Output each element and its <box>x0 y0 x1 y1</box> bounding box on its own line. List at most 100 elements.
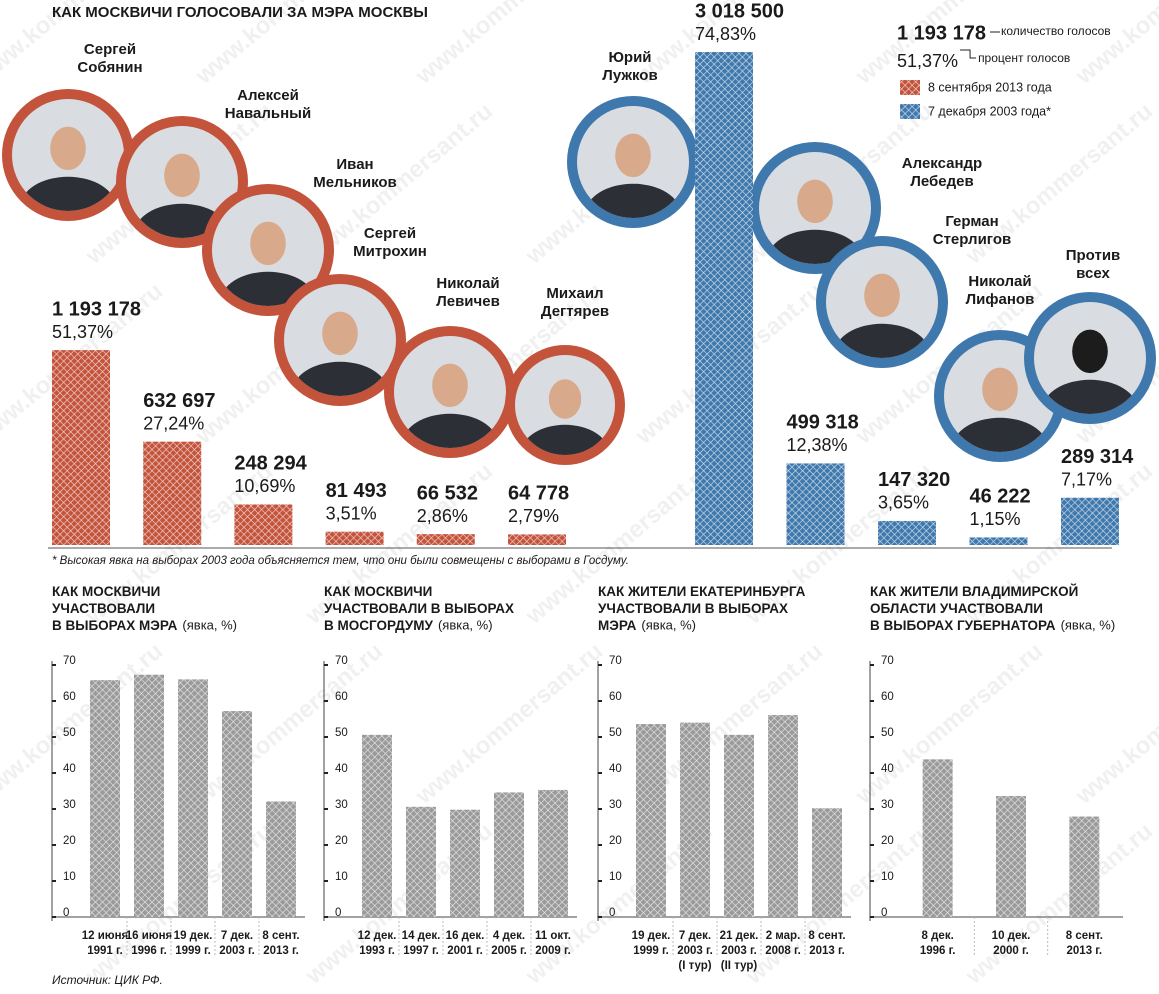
bar <box>90 680 120 917</box>
photo-body <box>292 361 388 396</box>
x-tick-label: 14 дек. 1997 г. <box>402 930 441 957</box>
photo-head <box>1072 329 1108 374</box>
bar <box>406 806 436 917</box>
photo-figure <box>767 179 863 264</box>
chart-title: КАК МОСКВИЧИ УЧАСТВОВАЛИ В ВЫБОРАХ МЭРА <box>52 584 178 633</box>
y-tick-label: 60 <box>335 691 348 703</box>
share-label: 74,83% <box>695 24 756 44</box>
photo <box>1024 292 1156 424</box>
x-tick-label: 8 сент. 2013 г. <box>1066 930 1103 957</box>
x-tick-label: 12 июня 1991 г. <box>82 930 129 957</box>
source: Источник: ЦИК РФ. <box>52 973 163 987</box>
y-tick-label: 20 <box>609 835 622 847</box>
watermark: www.kommersant.ru <box>1070 638 1159 810</box>
photo <box>384 326 516 458</box>
candidate-name: Против всех <box>1066 247 1121 282</box>
share-label: 3,51% <box>326 503 377 523</box>
photo-figure <box>292 311 388 396</box>
y-tick-label: 30 <box>63 799 76 811</box>
y-tick-label: 10 <box>881 871 894 883</box>
share-label: 2,79% <box>508 506 559 526</box>
y-tick-label: 70 <box>881 655 894 667</box>
bar <box>786 463 845 545</box>
x-tick-label: 12 дек. 1993 г. <box>358 930 397 957</box>
photo-head <box>432 363 468 408</box>
value-label: 248 294 <box>234 453 307 475</box>
value-label: 289 314 <box>1061 446 1134 468</box>
bar <box>724 734 754 917</box>
legend-value-example: 1 193 178 <box>897 22 986 44</box>
share-label: 10,69% <box>234 476 295 496</box>
legend-share-example: 51,37% <box>897 51 958 71</box>
photo-head <box>164 153 200 198</box>
bar <box>969 537 1028 545</box>
y-tick-label: 30 <box>335 799 348 811</box>
bar <box>362 734 392 917</box>
y-tick-label: 70 <box>609 655 622 667</box>
bar <box>922 759 953 917</box>
x-tick-label: 16 июня 1996 г. <box>126 930 173 957</box>
y-tick-label: 0 <box>881 907 887 919</box>
bar <box>450 809 480 917</box>
chart-title: КАК ЖИТЕЛИ ЕКАТЕРИНБУРГА УЧАСТВОВАЛИ В ВЫ… <box>598 584 806 633</box>
candidate-name: Александр Лебедев <box>902 155 982 190</box>
candidate-name: Сергей Митрохин <box>353 225 427 260</box>
photo-body <box>521 424 609 455</box>
y-tick-label: 20 <box>881 835 894 847</box>
y-tick-label: 60 <box>881 691 894 703</box>
y-tick-label: 40 <box>609 763 622 775</box>
bar <box>508 534 566 545</box>
y-tick-label: 10 <box>335 871 348 883</box>
bar <box>538 789 568 917</box>
photo-figure <box>585 133 681 218</box>
legend-leader <box>960 49 977 59</box>
share-label: 7,17% <box>1061 469 1112 489</box>
photo-figure <box>220 221 316 306</box>
candidate-name: Алексей Навальный <box>225 87 311 122</box>
x-tick-label: 2 мар. 2008 г. <box>765 930 801 957</box>
bar <box>178 679 208 917</box>
candidate-name: Николай Лифанов <box>966 273 1035 308</box>
bar <box>266 801 296 917</box>
photo <box>202 184 334 316</box>
bar <box>695 52 753 545</box>
photo <box>505 345 625 465</box>
y-tick-label: 0 <box>335 907 341 919</box>
photo-head <box>250 221 286 266</box>
bar <box>416 534 475 545</box>
photo <box>816 236 948 368</box>
legend-value-text: количество голосов <box>1001 24 1111 38</box>
photo-head <box>864 273 900 318</box>
y-tick-label: 50 <box>63 727 76 739</box>
y-tick-label: 40 <box>881 763 894 775</box>
photo-body <box>134 203 230 238</box>
photo-body <box>585 183 681 218</box>
photo-body <box>952 417 1048 452</box>
share-label: 2,86% <box>417 506 468 526</box>
x-tick-label: 19 дек. 1999 г. <box>632 930 671 957</box>
x-tick-label: 21 дек. 2003 г. (II тур) <box>720 930 759 972</box>
x-tick-label: 8 сент. 2013 г. <box>808 930 845 957</box>
share-label: 27,24% <box>143 413 204 433</box>
watermark: www.kommersant.ru <box>960 818 1158 989</box>
chart-unit: (явка, %) <box>438 617 493 632</box>
legend-swatch <box>900 80 920 95</box>
y-tick-label: 50 <box>881 727 894 739</box>
photo-head <box>797 179 833 224</box>
x-tick-label: 11 окт. 2009 г. <box>535 930 571 957</box>
value-label: 632 697 <box>143 390 215 412</box>
y-tick-label: 20 <box>335 835 348 847</box>
watermark: www.kommersant.ru <box>1070 0 1159 90</box>
x-tick-label: 7 дек. 2003 г. (I тур) <box>677 930 713 972</box>
candidate-name: Юрий Лужков <box>602 49 657 84</box>
y-tick-label: 10 <box>609 871 622 883</box>
legend-label: 7 декабря 2003 года* <box>928 104 1051 118</box>
photo <box>567 96 699 228</box>
x-tick-label: 4 дек. 2005 г. <box>491 930 527 957</box>
x-tick-label: 7 дек. 2003 г. <box>219 930 255 957</box>
y-tick-label: 50 <box>335 727 348 739</box>
x-tick-label: 8 дек. 1996 г. <box>920 930 956 957</box>
bar <box>1069 816 1100 917</box>
candidate-name: Иван Мельников <box>313 156 397 191</box>
